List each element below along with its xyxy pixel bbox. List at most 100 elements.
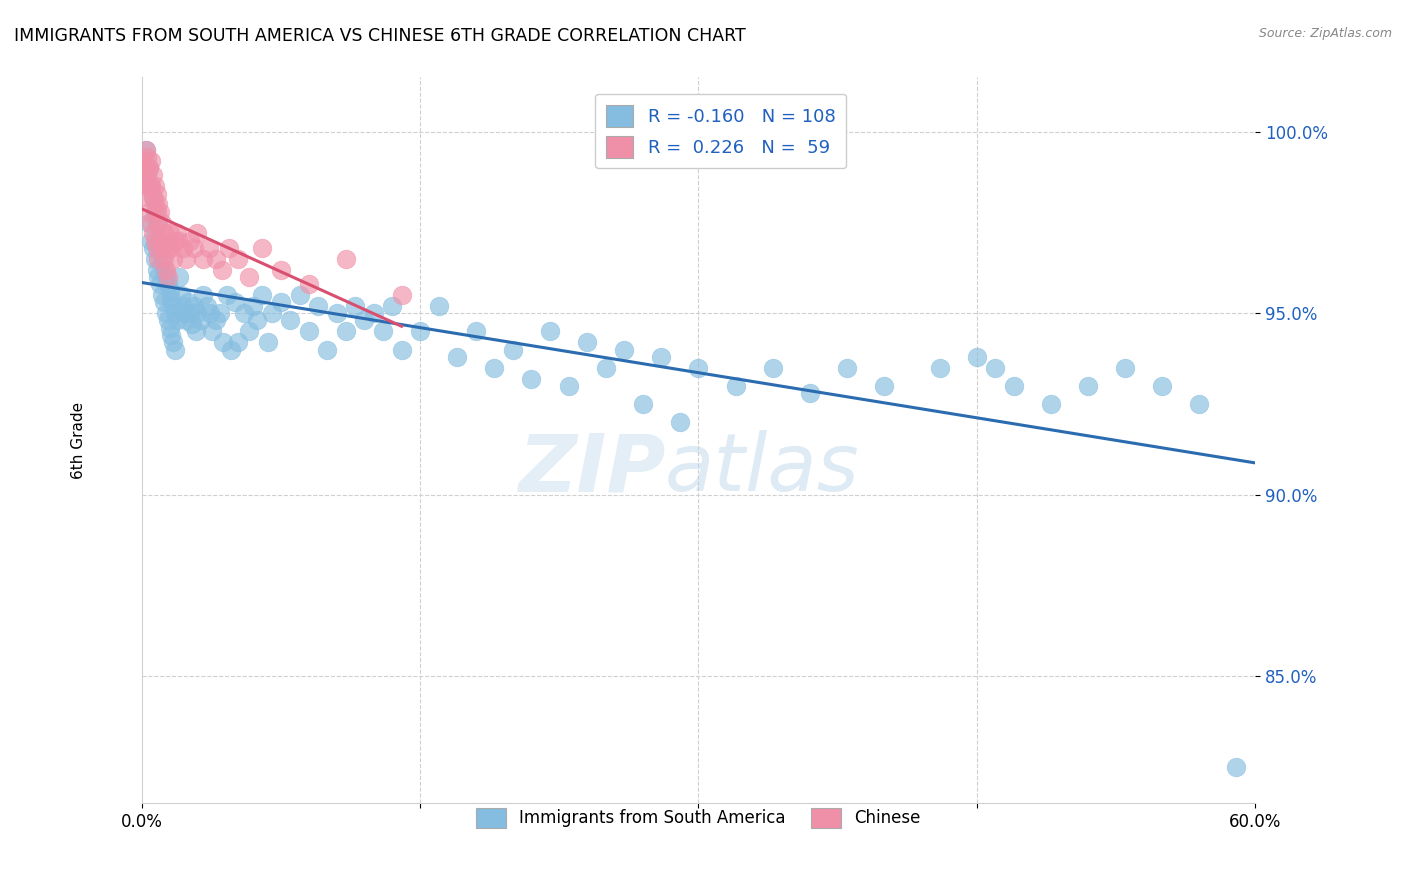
Point xyxy=(363,306,385,320)
Point xyxy=(650,350,672,364)
Text: Source: ZipAtlas.com: Source: ZipAtlas.com xyxy=(1258,27,1392,40)
Point xyxy=(162,252,184,266)
Point xyxy=(142,169,165,183)
Point xyxy=(211,262,233,277)
Point xyxy=(160,292,183,306)
Point xyxy=(139,179,162,194)
Point xyxy=(136,150,159,164)
Point xyxy=(167,269,190,284)
Point xyxy=(427,299,450,313)
Point xyxy=(136,169,159,183)
Point xyxy=(353,313,375,327)
Point xyxy=(173,306,195,320)
Point xyxy=(252,288,274,302)
Point xyxy=(149,234,172,248)
Point xyxy=(167,234,190,248)
Point xyxy=(155,234,177,248)
Point xyxy=(166,313,188,327)
Point xyxy=(139,179,162,194)
Point xyxy=(159,285,181,299)
Point xyxy=(205,252,228,266)
Point xyxy=(344,299,367,313)
Point xyxy=(724,378,747,392)
Point xyxy=(139,234,162,248)
Point xyxy=(520,371,543,385)
Point xyxy=(148,234,170,248)
Point xyxy=(226,252,249,266)
Point xyxy=(205,313,228,327)
Point xyxy=(159,320,181,334)
Point xyxy=(148,269,170,284)
Point xyxy=(176,313,198,327)
Point xyxy=(136,190,159,204)
Point xyxy=(160,241,183,255)
Point xyxy=(186,227,208,241)
Point xyxy=(142,190,165,204)
Point xyxy=(180,317,202,331)
Point xyxy=(208,306,231,320)
Point xyxy=(242,299,264,313)
Point xyxy=(799,386,821,401)
Point xyxy=(132,169,155,183)
Point xyxy=(156,277,179,292)
Point xyxy=(557,378,579,392)
Point xyxy=(1152,378,1174,392)
Point xyxy=(335,252,357,266)
Point xyxy=(873,378,896,392)
Point xyxy=(160,328,183,343)
Point xyxy=(145,215,167,229)
Point xyxy=(177,295,200,310)
Point xyxy=(1077,378,1099,392)
Point xyxy=(835,360,858,375)
Point xyxy=(538,324,561,338)
Point xyxy=(270,262,292,277)
Point xyxy=(238,324,260,338)
Point xyxy=(219,343,242,357)
Point xyxy=(134,143,156,157)
Point xyxy=(156,269,179,284)
Point xyxy=(138,215,160,229)
Point xyxy=(138,179,160,194)
Point xyxy=(153,227,176,241)
Point xyxy=(153,295,176,310)
Point xyxy=(143,252,166,266)
Point xyxy=(191,288,214,302)
Point xyxy=(150,288,173,302)
Point xyxy=(371,324,394,338)
Point xyxy=(166,227,188,241)
Point xyxy=(138,204,160,219)
Point xyxy=(143,234,166,248)
Point xyxy=(288,288,311,302)
Point xyxy=(136,169,159,183)
Point xyxy=(179,234,201,248)
Point xyxy=(145,241,167,255)
Point xyxy=(484,360,506,375)
Point xyxy=(966,350,988,364)
Point xyxy=(143,197,166,211)
Point xyxy=(156,241,179,255)
Point xyxy=(149,241,172,255)
Point xyxy=(148,197,170,211)
Point xyxy=(325,306,347,320)
Point xyxy=(257,335,280,350)
Point xyxy=(148,215,170,229)
Point xyxy=(631,397,654,411)
Point xyxy=(176,252,198,266)
Point xyxy=(246,313,269,327)
Point xyxy=(613,343,636,357)
Point xyxy=(688,360,710,375)
Point xyxy=(159,227,181,241)
Point xyxy=(252,241,274,255)
Point xyxy=(149,204,172,219)
Point xyxy=(134,161,156,175)
Point xyxy=(143,179,166,194)
Point xyxy=(155,262,177,277)
Point xyxy=(138,161,160,175)
Point xyxy=(170,288,193,302)
Point xyxy=(138,161,160,175)
Point xyxy=(197,241,219,255)
Point xyxy=(669,415,692,429)
Point xyxy=(762,360,785,375)
Legend: Immigrants from South America, Chinese: Immigrants from South America, Chinese xyxy=(470,801,928,835)
Point xyxy=(232,306,254,320)
